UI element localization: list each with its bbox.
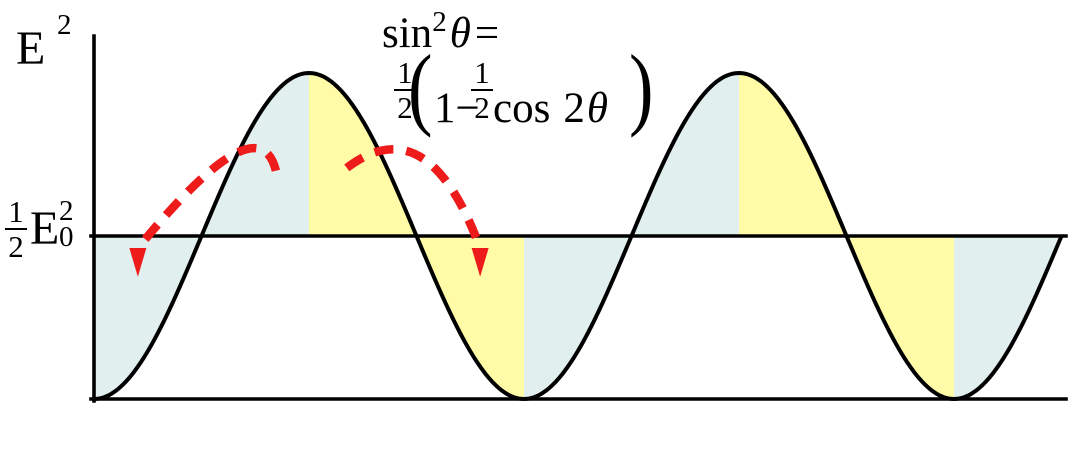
equation-line-1: sin2θ=: [382, 8, 500, 57]
equation-cos: cos: [493, 85, 551, 132]
fold-left-arrow-head: [129, 248, 147, 277]
equation-open-paren: (: [408, 36, 433, 138]
superscript: 2: [59, 195, 74, 227]
equation-theta: θ: [449, 10, 471, 57]
equation-inner-fraction: 1 2: [471, 57, 493, 123]
y-axis-top-label-superscript: 2: [57, 9, 72, 41]
shaded-segment-blue_fill: [954, 236, 1062, 399]
equation-close-paren: ): [629, 36, 654, 138]
y-axis-mid-label-fraction: 1 2: [5, 196, 27, 262]
equation-function-name: sin: [382, 10, 433, 57]
equation-leading-fraction: 1 2: [394, 57, 416, 123]
fold-right-arrow-arc: [344, 145, 485, 250]
fraction-denominator: 2: [8, 229, 24, 264]
fraction-numerator: 1: [397, 55, 413, 90]
fold-left-arrow-arc: [134, 143, 281, 251]
equation-superscript: 2: [432, 6, 447, 38]
fraction-bar: [394, 89, 416, 91]
fraction-denominator: 2: [474, 90, 490, 125]
fold-arrows: [129, 143, 489, 277]
y-axis-mid-label-sub-sup: 2 0: [59, 195, 74, 253]
fold-right-arrow-head: [471, 248, 489, 277]
fraction-numerator: 1: [8, 194, 24, 229]
equation-equals-sign: =: [474, 10, 500, 57]
sin-squared-curve: [93, 71, 1064, 401]
equation-cos-term: cos 2θ: [493, 87, 608, 130]
fraction-numerator: 1: [474, 55, 490, 90]
y-axis-top-label-base: E: [16, 22, 46, 75]
subscript: 0: [59, 220, 74, 253]
fraction-denominator: 2: [397, 90, 413, 125]
equation-theta: θ: [586, 85, 608, 132]
axes: [89, 34, 1068, 403]
equation-one-minus: 1−: [434, 85, 480, 132]
equation-two: 2: [563, 85, 585, 132]
fraction-bar: [471, 89, 493, 91]
y-axis-mid-label-base: E: [30, 202, 60, 255]
fraction-bar: [5, 228, 27, 230]
